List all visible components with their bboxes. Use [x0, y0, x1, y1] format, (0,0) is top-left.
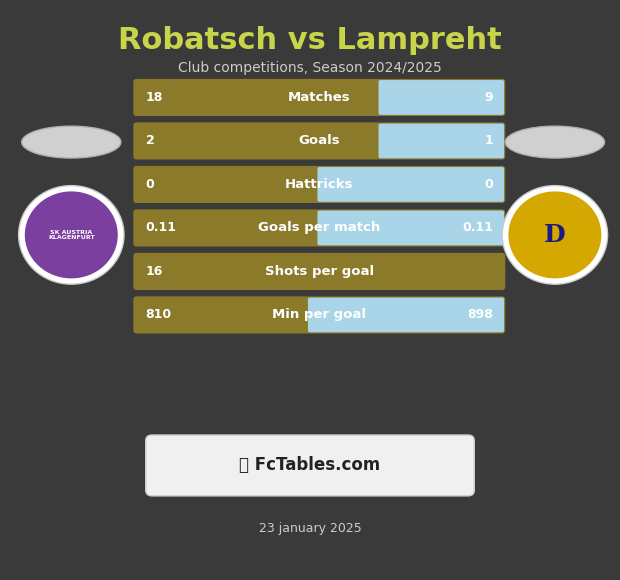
Text: Robatsch vs Lampreht: Robatsch vs Lampreht: [118, 26, 502, 55]
Text: 23 january 2025: 23 january 2025: [259, 522, 361, 535]
Text: 🏆 FcTables.com: 🏆 FcTables.com: [239, 456, 381, 474]
FancyBboxPatch shape: [317, 211, 504, 245]
Circle shape: [25, 191, 118, 278]
Text: Matches: Matches: [288, 91, 351, 104]
Text: Goals per match: Goals per match: [258, 222, 381, 234]
Text: Shots per goal: Shots per goal: [265, 265, 374, 278]
FancyBboxPatch shape: [133, 166, 505, 203]
FancyBboxPatch shape: [317, 167, 504, 202]
Text: 0: 0: [146, 178, 154, 191]
Text: 0: 0: [484, 178, 493, 191]
FancyBboxPatch shape: [146, 435, 474, 496]
FancyBboxPatch shape: [133, 253, 505, 290]
Text: Min per goal: Min per goal: [272, 309, 366, 321]
Text: 810: 810: [146, 309, 172, 321]
Text: 2: 2: [146, 135, 154, 147]
FancyBboxPatch shape: [379, 124, 504, 158]
Text: 898: 898: [467, 309, 493, 321]
Text: 0.11: 0.11: [146, 222, 177, 234]
Text: 1: 1: [484, 135, 493, 147]
FancyBboxPatch shape: [379, 80, 504, 115]
FancyBboxPatch shape: [133, 122, 505, 160]
Text: Club competitions, Season 2024/2025: Club competitions, Season 2024/2025: [178, 61, 442, 75]
FancyBboxPatch shape: [133, 79, 505, 116]
Text: 9: 9: [484, 91, 493, 104]
Text: Hattricks: Hattricks: [285, 178, 353, 191]
Ellipse shape: [22, 126, 121, 158]
Circle shape: [19, 186, 124, 284]
FancyBboxPatch shape: [133, 296, 505, 333]
FancyBboxPatch shape: [308, 298, 504, 332]
Text: Goals: Goals: [298, 135, 340, 147]
Text: 0.11: 0.11: [462, 222, 493, 234]
Text: D: D: [544, 223, 565, 247]
Text: 18: 18: [146, 91, 163, 104]
FancyBboxPatch shape: [133, 209, 505, 246]
Circle shape: [508, 191, 601, 278]
Ellipse shape: [505, 126, 604, 158]
Circle shape: [502, 186, 608, 284]
Text: SK AUSTRIA
KLAGENFURT: SK AUSTRIA KLAGENFURT: [48, 230, 95, 240]
Text: 16: 16: [146, 265, 163, 278]
